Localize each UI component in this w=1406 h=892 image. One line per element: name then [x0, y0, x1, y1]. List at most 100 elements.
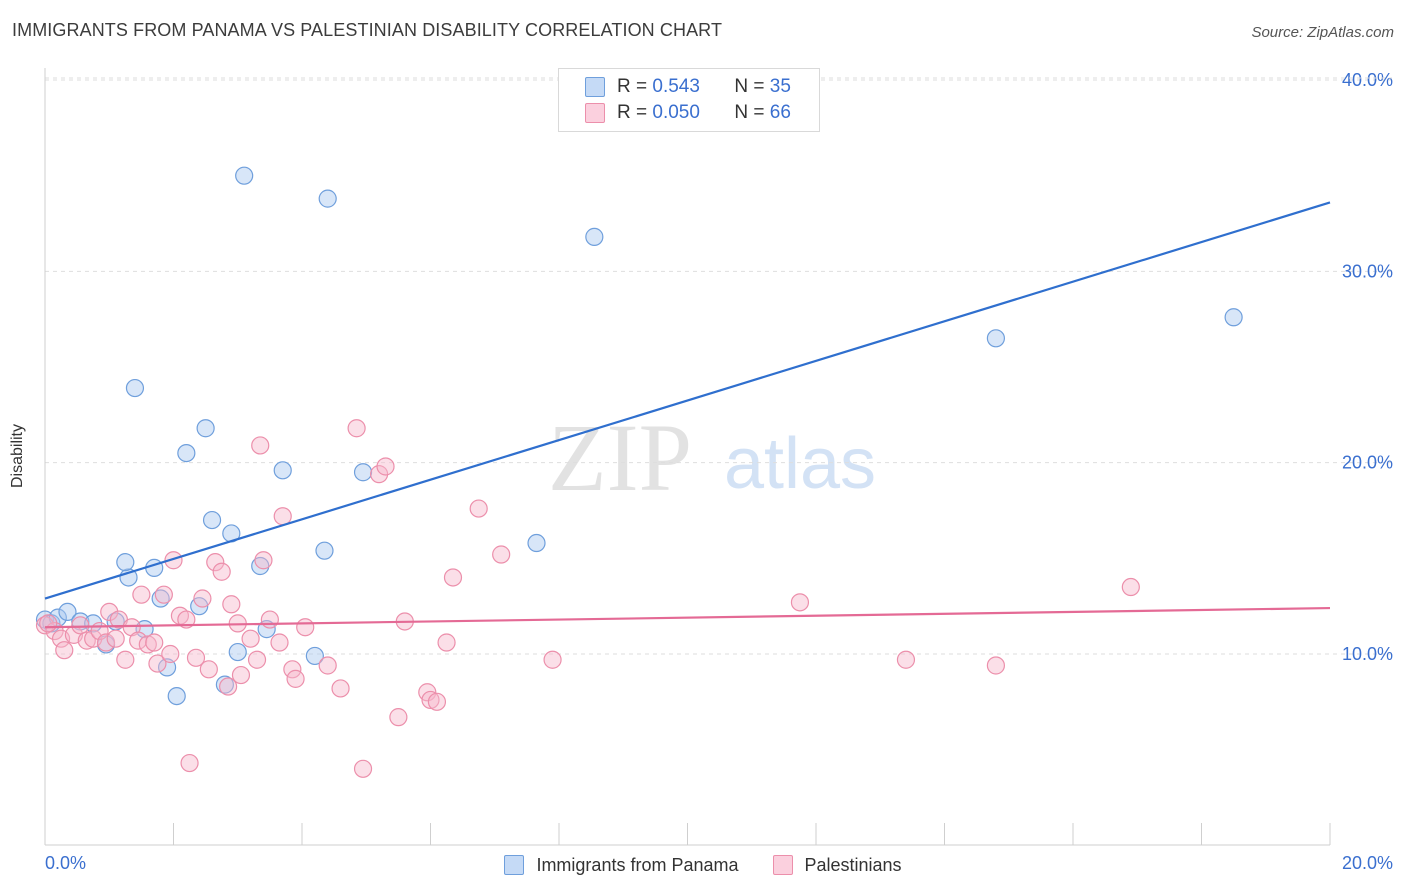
point-palestinian	[148, 654, 167, 673]
point-palestinian	[35, 616, 55, 635]
series-legend-item-palestinians: Palestinians	[772, 854, 902, 876]
point-palestinian	[986, 656, 1006, 675]
point-palestinian	[790, 593, 810, 612]
point-palestinian	[199, 660, 218, 679]
point-palestinian	[55, 641, 74, 660]
x-tick-label: 20.0%	[1342, 853, 1393, 873]
legend-r-label: R =	[617, 76, 648, 97]
legend-n-label: N =	[734, 76, 765, 97]
legend-swatch-blue	[585, 77, 605, 97]
point-panama	[58, 602, 77, 622]
point-palestinian	[543, 650, 562, 669]
point-palestinian	[376, 457, 395, 476]
point-panama	[157, 658, 177, 677]
series-legend-item-panama: Immigrants from Panama	[504, 854, 739, 876]
point-palestinian	[427, 692, 447, 711]
point-palestinian	[177, 610, 196, 629]
point-palestinian	[251, 436, 270, 455]
trendline-panama	[44, 201, 1331, 600]
point-palestinian	[116, 650, 135, 669]
point-palestinian	[1121, 577, 1140, 597]
point-panama	[315, 541, 334, 560]
point-panama	[235, 166, 254, 185]
watermark-atlas: atlas	[724, 424, 876, 504]
point-palestinian	[247, 650, 267, 669]
point-palestinian	[77, 631, 96, 650]
point-palestinian	[145, 633, 164, 652]
point-palestinian	[273, 507, 292, 526]
point-palestinian	[254, 551, 273, 570]
point-panama	[228, 642, 247, 662]
point-palestinian	[154, 585, 173, 604]
point-palestinian	[100, 602, 119, 622]
point-panama	[251, 556, 270, 576]
legend-r-value: 0.543	[652, 76, 700, 97]
point-palestinian	[896, 650, 916, 669]
watermark-zip: ZIP	[548, 404, 692, 511]
point-palestinian	[296, 618, 315, 637]
source-credit: Source: ZipAtlas.com	[1251, 24, 1394, 41]
point-palestinian	[219, 677, 238, 696]
chart-title: IMMIGRANTS FROM PANAMA VS PALESTINIAN DI…	[12, 20, 723, 40]
series-legend: Immigrants from Panama Palestinians	[0, 852, 1406, 878]
point-palestinian	[164, 551, 183, 570]
point-panama	[305, 646, 324, 666]
point-panama	[273, 461, 292, 480]
point-panama	[125, 378, 145, 398]
point-panama	[116, 553, 135, 572]
point-palestinian	[71, 616, 90, 635]
point-palestinian	[231, 665, 251, 685]
point-palestinian	[286, 669, 305, 688]
point-panama	[177, 444, 196, 463]
point-palestinian	[138, 635, 157, 654]
point-palestinian	[180, 753, 199, 773]
point-palestinian	[318, 656, 337, 675]
point-palestinian	[132, 585, 151, 604]
legend-row-panama: R = 0.543 N = 35	[585, 75, 791, 99]
legend-row-palestinians: R = 0.050 N = 66	[585, 101, 791, 125]
trendline-palestinian	[44, 606, 1331, 629]
point-palestinian	[443, 568, 463, 587]
point-palestinian	[39, 614, 58, 633]
legend-n-label: N =	[734, 102, 765, 123]
point-palestinian	[129, 631, 148, 650]
point-palestinian	[469, 499, 488, 518]
point-palestinian	[492, 545, 511, 564]
series-swatch-pink	[772, 855, 793, 875]
series-label-palestinians: Palestinians	[804, 854, 902, 875]
x-tick-label: 0.0%	[45, 853, 86, 873]
point-panama	[986, 329, 1006, 348]
point-panama	[527, 533, 546, 553]
legend-swatch-pink	[585, 103, 605, 123]
point-palestinian	[106, 629, 125, 648]
point-palestinian	[353, 759, 373, 778]
point-palestinian	[283, 660, 302, 679]
point-palestinian	[96, 633, 116, 652]
point-panama	[318, 189, 337, 208]
point-panama	[215, 675, 234, 694]
point-palestinian	[260, 610, 279, 629]
point-palestinian	[212, 562, 231, 581]
point-palestinian	[193, 589, 212, 608]
point-panama	[1224, 308, 1243, 327]
legend-r-value: 0.050	[652, 102, 700, 123]
series-swatch-blue	[504, 855, 525, 875]
point-palestinian	[206, 553, 225, 572]
y-tick-label: 40.0%	[1342, 70, 1393, 90]
legend-r-label: R =	[617, 102, 648, 123]
y-tick-label: 30.0%	[1342, 261, 1393, 281]
point-palestinian	[270, 633, 289, 652]
y-tick-label: 20.0%	[1342, 453, 1393, 473]
point-palestinian	[222, 595, 241, 614]
legend-n-value: 66	[769, 102, 791, 123]
point-panama	[167, 686, 186, 706]
point-palestinian	[241, 629, 260, 648]
series-label-panama: Immigrants from Panama	[536, 854, 739, 875]
point-panama	[202, 510, 222, 530]
correlation-legend: R = 0.543 N = 35 R = 0.050 N = 66	[558, 68, 820, 132]
point-palestinian	[186, 648, 206, 667]
point-palestinian	[331, 679, 350, 698]
point-palestinian	[421, 690, 440, 710]
point-panama	[196, 419, 215, 438]
